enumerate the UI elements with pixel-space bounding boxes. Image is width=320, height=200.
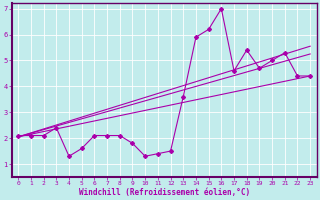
X-axis label: Windchill (Refroidissement éolien,°C): Windchill (Refroidissement éolien,°C) bbox=[79, 188, 250, 197]
